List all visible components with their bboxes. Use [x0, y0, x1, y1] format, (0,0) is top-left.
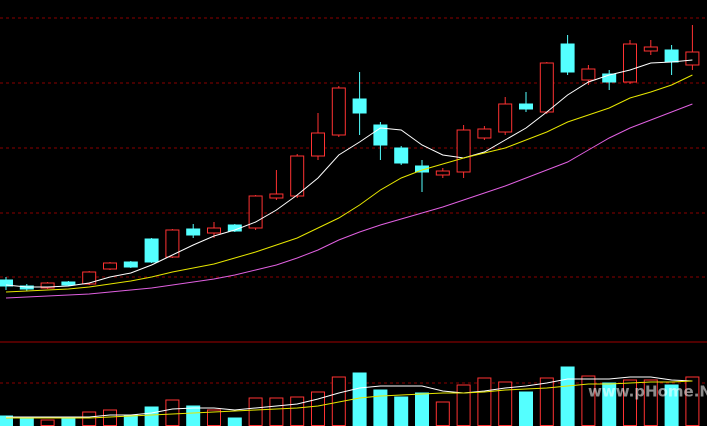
volume-bar: [186, 405, 201, 426]
candle-body: [539, 62, 554, 113]
candle-body: [519, 103, 533, 110]
candle-body: [186, 228, 201, 236]
candle-body: [643, 46, 658, 52]
volume-bar: [19, 417, 34, 426]
candle-body: [477, 128, 492, 139]
candle-body: [144, 238, 159, 263]
candle-body: [685, 51, 700, 66]
volume-bar: [248, 397, 263, 426]
watermark: www.pHome.NET: [588, 383, 707, 401]
volume-bar: [435, 401, 450, 426]
candle-body: [207, 227, 221, 234]
volume-bar: [40, 419, 55, 426]
volume-bar: [165, 399, 180, 426]
volume-bar: [82, 411, 97, 426]
candle-body: [352, 98, 367, 114]
moving-average: [5, 103, 693, 299]
candle-body: [331, 87, 346, 136]
volume-bar: [456, 384, 471, 426]
volume-bar: [269, 397, 284, 426]
volume-bar: [539, 377, 554, 426]
candle-body: [0, 279, 13, 287]
candle-body: [103, 262, 117, 270]
volume-bar: [519, 391, 533, 426]
candle-body: [290, 155, 305, 197]
candle-body: [311, 132, 325, 157]
candle-body: [602, 73, 617, 83]
moving-average: [6, 376, 693, 418]
volume-bar: [227, 417, 242, 426]
candle-body: [82, 271, 97, 285]
candle-body: [415, 165, 429, 173]
volume-bar: [103, 409, 117, 426]
candle-body: [498, 103, 513, 133]
candle-body: [560, 43, 575, 73]
volume-bar: [61, 417, 76, 426]
candle-body: [435, 170, 450, 176]
plot-layer: [0, 17, 707, 426]
candle-body: [40, 282, 55, 289]
candle-body: [581, 68, 596, 81]
moving-average: [6, 380, 693, 419]
candle-body: [269, 193, 284, 199]
candle-body: [61, 281, 76, 286]
candle-body: [123, 261, 138, 268]
volume-bar: [560, 366, 575, 426]
candle-body: [456, 129, 471, 173]
moving-average: [5, 59, 693, 288]
candle-body: [664, 49, 679, 63]
candle-body: [623, 43, 637, 83]
volume-bar: [394, 396, 409, 426]
volume-bar: [311, 391, 325, 426]
volume-bar: [144, 406, 159, 426]
moving-average: [5, 74, 693, 293]
volume-bar: [290, 396, 305, 426]
volume-bar: [415, 392, 429, 426]
candle-body: [248, 195, 263, 229]
candle-body: [165, 229, 180, 258]
candle-body: [394, 147, 409, 164]
volume-bar: [477, 377, 492, 426]
